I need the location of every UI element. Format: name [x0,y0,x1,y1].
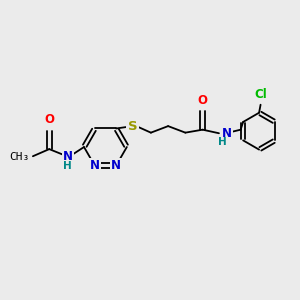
Text: O: O [44,113,54,126]
Text: N: N [90,159,100,172]
Text: Cl: Cl [254,88,267,101]
Text: H: H [218,137,226,147]
Text: S: S [128,120,137,133]
Text: H: H [63,161,72,171]
Text: CH₃: CH₃ [9,152,29,162]
Text: N: N [222,127,232,140]
Text: O: O [198,94,208,107]
Text: N: N [111,159,121,172]
Text: N: N [63,150,73,163]
